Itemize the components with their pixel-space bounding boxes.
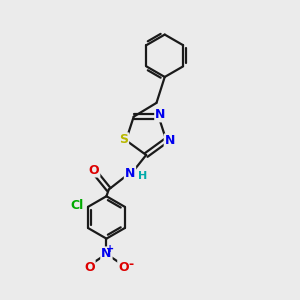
Text: O: O (89, 164, 99, 176)
Text: N: N (165, 134, 175, 147)
Text: Cl: Cl (70, 199, 83, 212)
Text: N: N (101, 248, 112, 260)
Text: N: N (155, 108, 166, 122)
Text: S: S (119, 133, 128, 146)
Text: O: O (118, 261, 129, 274)
Text: N: N (125, 167, 135, 180)
Text: O: O (84, 261, 95, 274)
Text: +: + (106, 244, 114, 254)
Text: H: H (138, 171, 147, 181)
Text: -: - (129, 258, 134, 271)
